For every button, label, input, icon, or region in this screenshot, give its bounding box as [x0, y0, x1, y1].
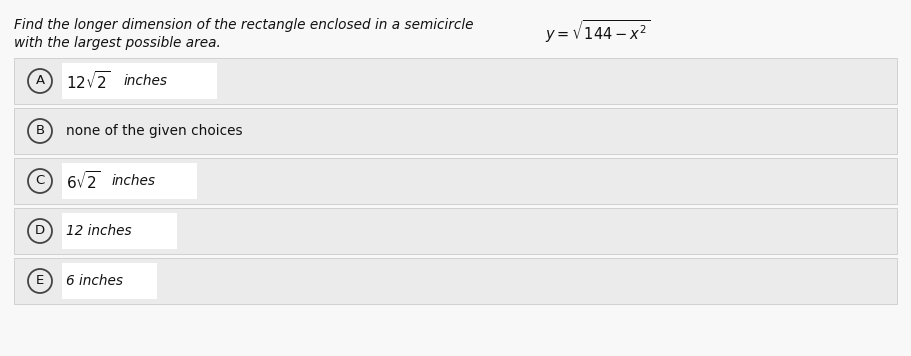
Text: none of the given choices: none of the given choices — [66, 124, 242, 138]
FancyBboxPatch shape — [14, 208, 897, 254]
Text: inches: inches — [124, 74, 168, 88]
Text: C: C — [36, 174, 45, 188]
FancyBboxPatch shape — [14, 108, 897, 154]
Text: A: A — [36, 74, 45, 88]
Text: B: B — [36, 125, 45, 137]
FancyBboxPatch shape — [62, 263, 157, 299]
Text: Find the longer dimension of the rectangle enclosed in a semicircle: Find the longer dimension of the rectang… — [14, 18, 478, 32]
Text: E: E — [36, 274, 44, 288]
Text: $y=\sqrt{144-x^2}$: $y=\sqrt{144-x^2}$ — [545, 18, 650, 45]
Text: 12 inches: 12 inches — [66, 224, 131, 238]
FancyBboxPatch shape — [62, 163, 197, 199]
FancyBboxPatch shape — [14, 58, 897, 104]
FancyBboxPatch shape — [14, 258, 897, 304]
FancyBboxPatch shape — [14, 158, 897, 204]
Text: 6 inches: 6 inches — [66, 274, 123, 288]
Text: with the largest possible area.: with the largest possible area. — [14, 36, 220, 50]
Text: $12\sqrt{2}$: $12\sqrt{2}$ — [66, 70, 110, 92]
Text: D: D — [35, 225, 45, 237]
FancyBboxPatch shape — [62, 213, 177, 249]
Text: $6\sqrt{2}$: $6\sqrt{2}$ — [66, 170, 100, 192]
Text: inches: inches — [112, 174, 156, 188]
FancyBboxPatch shape — [62, 63, 217, 99]
